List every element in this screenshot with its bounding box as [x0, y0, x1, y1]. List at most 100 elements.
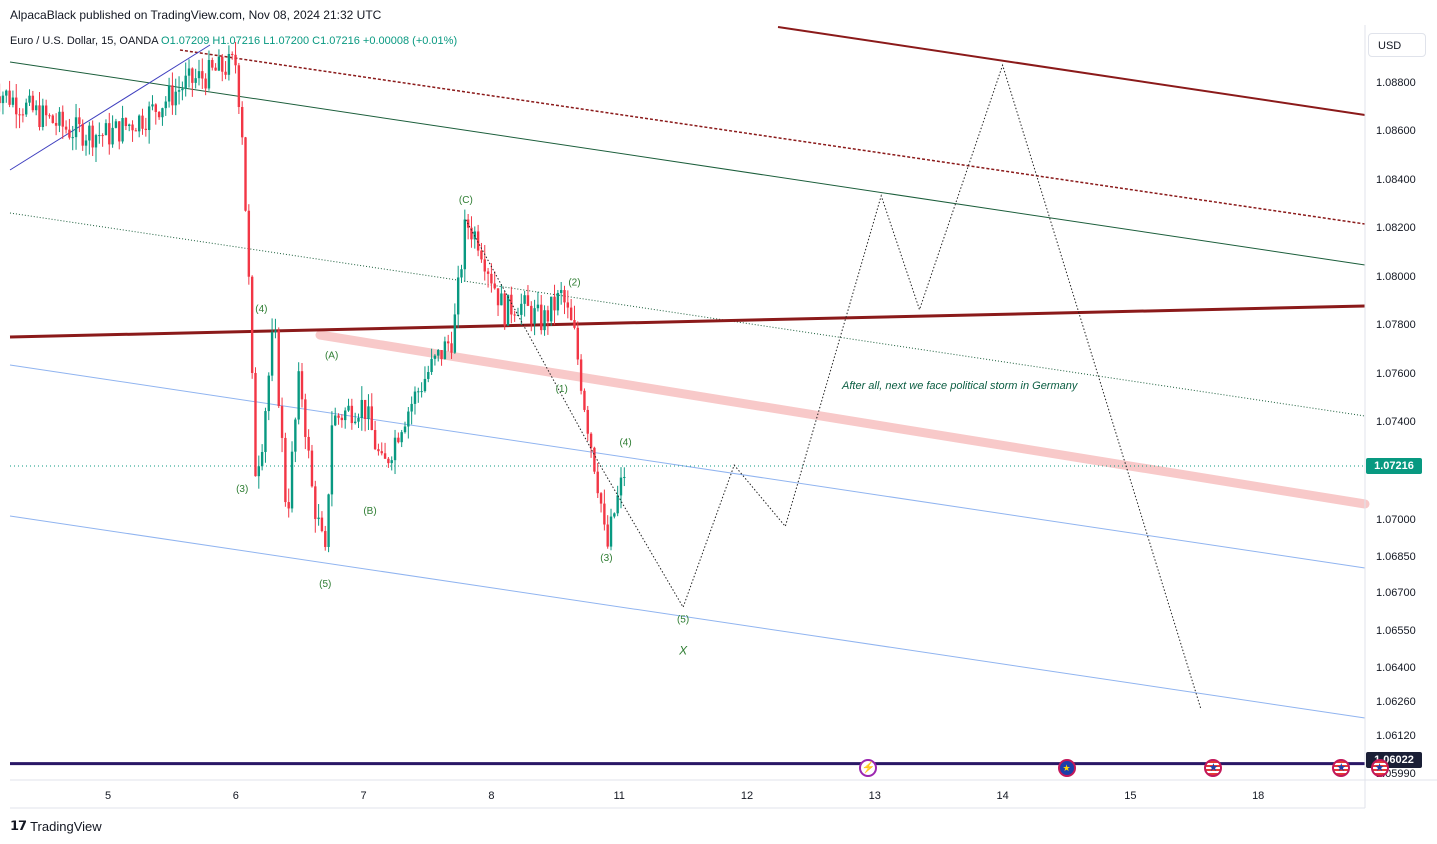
green-channel-line — [9, 61, 1366, 266]
candle-body — [373, 430, 377, 450]
candle-body — [297, 371, 300, 420]
candle-body — [360, 399, 364, 418]
candle-body — [340, 417, 344, 421]
candle-body — [88, 125, 91, 141]
candle-body — [300, 371, 304, 400]
candle-body — [573, 320, 576, 328]
flash-icon[interactable]: ⚡ — [859, 759, 878, 777]
ohlc-change: +0.00008 (+0.01%) — [362, 35, 458, 47]
candle-body — [367, 406, 370, 419]
tradingview-logo[interactable]: 𝟭𝟳 TradingView — [10, 818, 102, 834]
candle-body — [327, 494, 330, 547]
publisher-credit: AlpacaBlack published on TradingView.com… — [10, 8, 382, 22]
last-price-tag: 1.07216 — [1366, 458, 1422, 474]
symbol-ohlc-legend: Euro / U.S. Dollar, 15, OANDA O1.07209 H… — [10, 35, 457, 47]
candle-body — [307, 436, 310, 451]
candle-body — [44, 105, 48, 116]
us-flag-icon[interactable]: ★ — [1332, 759, 1351, 777]
candle-body — [231, 53, 234, 55]
candle-body — [94, 135, 98, 148]
candle-body — [480, 250, 483, 260]
candle-body — [104, 123, 108, 136]
candle-body — [38, 105, 41, 128]
x-tick-label: 15 — [1124, 790, 1136, 802]
candle-body — [5, 90, 8, 96]
candle-body — [596, 471, 599, 494]
candle-body — [523, 295, 526, 304]
candle-body — [131, 124, 134, 131]
ohlc-high: H1.07216 — [212, 35, 261, 47]
candle-body — [207, 60, 211, 89]
candle-body — [211, 60, 214, 68]
candle-body — [536, 304, 540, 309]
candles — [0, 41, 626, 553]
candle-body — [240, 107, 244, 138]
y-tick-label: 1.07400 — [1376, 416, 1416, 428]
pink-resistance-band — [315, 330, 1370, 509]
y-tick-label: 1.08600 — [1376, 125, 1416, 137]
candle-body — [470, 227, 473, 240]
candle-body — [603, 503, 606, 525]
candle-body — [447, 341, 450, 344]
candle-body — [147, 106, 151, 131]
candle-body — [420, 391, 423, 393]
trendline-blue — [9, 44, 211, 171]
candle-body — [343, 410, 347, 421]
wave-label: (5) — [319, 579, 331, 590]
candle-body — [586, 409, 589, 434]
candle-body — [144, 128, 148, 131]
candle-body — [566, 302, 570, 308]
candle-body — [616, 495, 619, 514]
candle-body — [417, 391, 420, 393]
candle-body — [254, 372, 257, 477]
candle-body — [407, 411, 410, 427]
eu-flag-icon[interactable]: ★ — [1057, 759, 1076, 777]
candle-body — [267, 375, 270, 412]
wave-label: X — [678, 644, 688, 658]
candle-body — [151, 104, 154, 107]
candle-body — [583, 390, 586, 410]
candle-body — [61, 111, 64, 127]
candle-body — [460, 269, 463, 278]
candle-body — [54, 122, 58, 126]
candle-body — [234, 54, 237, 66]
candle-body — [490, 273, 493, 284]
candle-body — [593, 447, 596, 472]
candle-body — [397, 437, 400, 443]
us-flag-icon[interactable]: ★ — [1204, 759, 1223, 777]
candle-body — [350, 405, 354, 424]
currency-selector-button[interactable]: USD — [1368, 33, 1426, 57]
candle-body — [164, 101, 167, 109]
candle-body — [383, 453, 387, 459]
y-tick-label: 1.06260 — [1376, 696, 1416, 708]
candle-body — [15, 97, 18, 115]
candle-body — [21, 114, 25, 116]
candle-body — [0, 96, 1, 104]
us-flag-icon[interactable]: ★ — [1370, 759, 1389, 777]
candle-body — [194, 78, 197, 83]
x-tick-label: 18 — [1252, 790, 1264, 802]
wave-labels: (4) (3) (5) (A) (B) (C) (2) (1) (4) (3) (5) X — [236, 195, 689, 658]
candle-body — [137, 115, 141, 132]
candle-body — [247, 210, 251, 277]
candle-body — [217, 56, 221, 71]
candle-body — [334, 415, 337, 426]
candle-body — [513, 314, 516, 316]
candle-body — [530, 305, 533, 324]
candle-body — [187, 68, 191, 76]
candle-body — [81, 124, 84, 146]
resistance-line — [9, 304, 1366, 339]
candle-body — [456, 277, 460, 315]
candle-body — [51, 115, 54, 123]
candle-body — [121, 117, 124, 142]
candle-body — [413, 391, 417, 404]
candle-body — [270, 332, 274, 376]
symbol-name: Euro / U.S. Dollar, 15, OANDA — [10, 35, 158, 47]
y-tick-label: 1.06700 — [1376, 587, 1416, 599]
chart-annotation-text[interactable]: After all, next we face political storm … — [842, 380, 1078, 392]
candle-body — [576, 327, 579, 360]
candle-body — [244, 137, 247, 211]
candle-body — [184, 75, 187, 89]
candle-body — [493, 283, 496, 289]
